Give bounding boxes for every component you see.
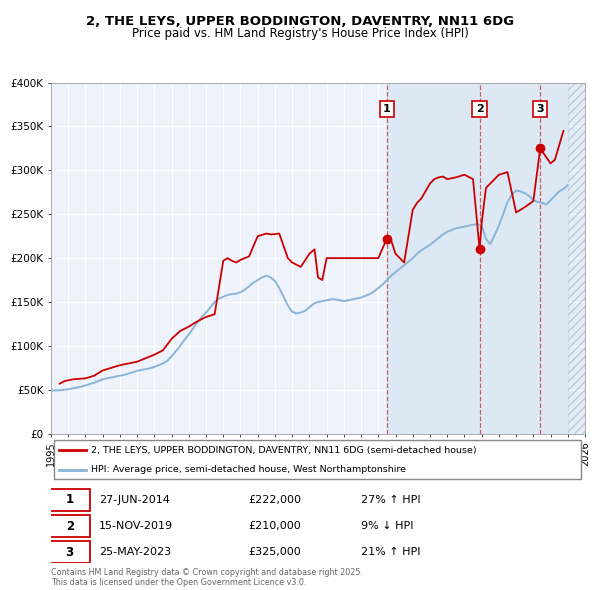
Text: £325,000: £325,000 bbox=[248, 548, 301, 558]
FancyBboxPatch shape bbox=[53, 440, 581, 479]
Text: Price paid vs. HM Land Registry's House Price Index (HPI): Price paid vs. HM Land Registry's House … bbox=[131, 27, 469, 40]
Text: 3: 3 bbox=[65, 546, 74, 559]
Text: 21% ↑ HPI: 21% ↑ HPI bbox=[361, 548, 420, 558]
Text: £222,000: £222,000 bbox=[248, 495, 302, 504]
Text: 15-NOV-2019: 15-NOV-2019 bbox=[99, 521, 173, 531]
Text: Contains HM Land Registry data © Crown copyright and database right 2025.
This d: Contains HM Land Registry data © Crown c… bbox=[51, 568, 363, 587]
FancyBboxPatch shape bbox=[50, 515, 90, 537]
Text: HPI: Average price, semi-detached house, West Northamptonshire: HPI: Average price, semi-detached house,… bbox=[91, 466, 406, 474]
Text: 2, THE LEYS, UPPER BODDINGTON, DAVENTRY, NN11 6DG (semi-detached house): 2, THE LEYS, UPPER BODDINGTON, DAVENTRY,… bbox=[91, 446, 476, 455]
FancyBboxPatch shape bbox=[50, 489, 90, 511]
Text: 2: 2 bbox=[65, 520, 74, 533]
Text: 27-JUN-2014: 27-JUN-2014 bbox=[99, 495, 170, 504]
FancyBboxPatch shape bbox=[50, 541, 90, 563]
Text: 1: 1 bbox=[383, 104, 391, 114]
Text: 3: 3 bbox=[536, 104, 544, 114]
Text: £210,000: £210,000 bbox=[248, 521, 301, 531]
Bar bbox=[568, 83, 585, 434]
Bar bbox=[387, 83, 568, 434]
Text: 1: 1 bbox=[65, 493, 74, 506]
Text: 27% ↑ HPI: 27% ↑ HPI bbox=[361, 495, 421, 504]
Text: 2, THE LEYS, UPPER BODDINGTON, DAVENTRY, NN11 6DG: 2, THE LEYS, UPPER BODDINGTON, DAVENTRY,… bbox=[86, 15, 514, 28]
Text: 25-MAY-2023: 25-MAY-2023 bbox=[99, 548, 171, 558]
Text: 2: 2 bbox=[476, 104, 484, 114]
Bar bbox=[568, 83, 585, 434]
Text: 9% ↓ HPI: 9% ↓ HPI bbox=[361, 521, 413, 531]
